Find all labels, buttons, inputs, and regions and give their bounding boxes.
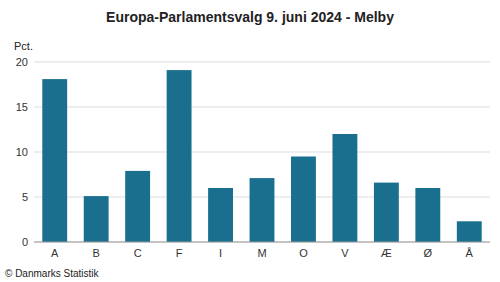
x-axis-line — [34, 242, 490, 243]
bar — [415, 188, 440, 242]
x-tick-label: Å — [466, 247, 474, 259]
x-axis: ABCFIMOVÆØÅ — [51, 247, 474, 259]
grid-line — [34, 152, 490, 153]
x-tick-label: A — [51, 247, 59, 259]
x-tick-label: F — [176, 247, 183, 259]
bar — [374, 183, 399, 242]
bar — [125, 171, 150, 242]
bars — [42, 70, 481, 242]
bar — [457, 221, 482, 242]
title: Europa-Parlamentsvalg 9. juni 2024 - Mel… — [106, 9, 394, 25]
bar — [208, 188, 233, 242]
grid-line — [34, 242, 490, 243]
y-tick-label: 10 — [16, 146, 28, 158]
x-tick-label: O — [299, 247, 308, 259]
x-tick-label: Æ — [381, 247, 392, 259]
footer: © Danmarks Statistik — [5, 268, 100, 279]
grid-line — [34, 62, 490, 63]
x-tick-label: I — [219, 247, 222, 259]
chart-svg: Europa-Parlamentsvalg 9. juni 2024 - Mel… — [0, 0, 500, 282]
bar — [332, 134, 357, 242]
bar — [84, 196, 109, 242]
bar — [291, 157, 316, 243]
y-axis: 0 5 10 15 20 — [16, 56, 490, 248]
x-tick-label: Ø — [424, 247, 433, 259]
x-tick-label: M — [257, 247, 266, 259]
chart-container: Europa-Parlamentsvalg 9. juni 2024 - Mel… — [0, 0, 500, 282]
y-axis-label: Pct. — [14, 40, 33, 52]
x-tick-label: C — [134, 247, 142, 259]
y-tick-label: 15 — [16, 101, 28, 113]
bar — [167, 70, 192, 242]
x-tick-label: B — [93, 247, 100, 259]
grid-line — [34, 107, 490, 108]
y-tick-label: 5 — [22, 191, 28, 203]
x-tick-label: V — [341, 247, 349, 259]
bar — [42, 79, 67, 242]
y-tick-label: 0 — [22, 236, 28, 248]
bar — [250, 178, 275, 242]
y-tick-label: 20 — [16, 56, 28, 68]
